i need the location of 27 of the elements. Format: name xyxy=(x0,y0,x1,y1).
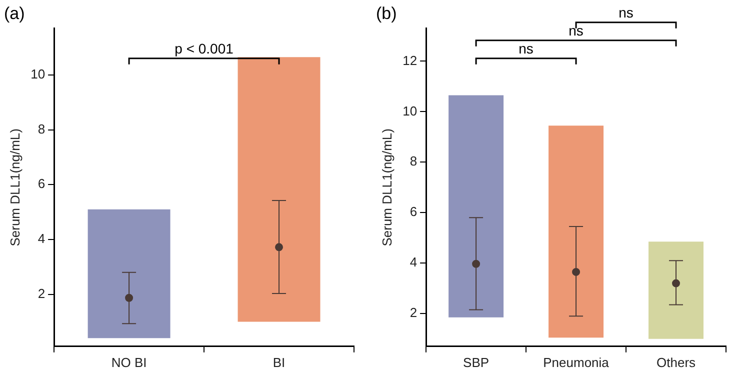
annotation: ns xyxy=(518,40,534,56)
y-tick-label: 4 xyxy=(38,231,46,246)
annotation: p < 0.001 xyxy=(174,40,234,56)
y-tick-label: 2 xyxy=(38,286,46,301)
y-tick-label: 8 xyxy=(410,154,418,169)
chart-title: (a) xyxy=(4,4,25,23)
y-tick-label: 2 xyxy=(410,305,418,320)
y-tick-label: 12 xyxy=(402,52,418,68)
y-axis-title: Serum DLL1(ng/mL) xyxy=(7,128,22,246)
y-tick-label: 8 xyxy=(38,121,46,136)
x-tick-label: Others xyxy=(656,354,696,370)
chart-title: (b) xyxy=(376,4,397,23)
text: ns xyxy=(618,4,634,20)
x-tick-label: BI xyxy=(272,354,286,370)
y-axis-title: Serum DLL1(ng/mL) xyxy=(379,128,394,246)
x-tick-label: Pneumonia xyxy=(543,354,610,370)
x-tick-label: NO BI xyxy=(111,354,147,370)
y-tick-label: 10 xyxy=(402,103,418,118)
y-tick-label: 6 xyxy=(38,176,46,192)
bar xyxy=(448,95,504,318)
x-tick-label: SBP xyxy=(463,354,490,370)
y-tick-label: 10 xyxy=(30,66,46,82)
y-tick-label: 4 xyxy=(410,254,418,270)
annotation: ns xyxy=(568,22,584,38)
y-tick-label: 6 xyxy=(410,204,418,220)
bar xyxy=(648,242,704,339)
bar xyxy=(548,126,604,338)
